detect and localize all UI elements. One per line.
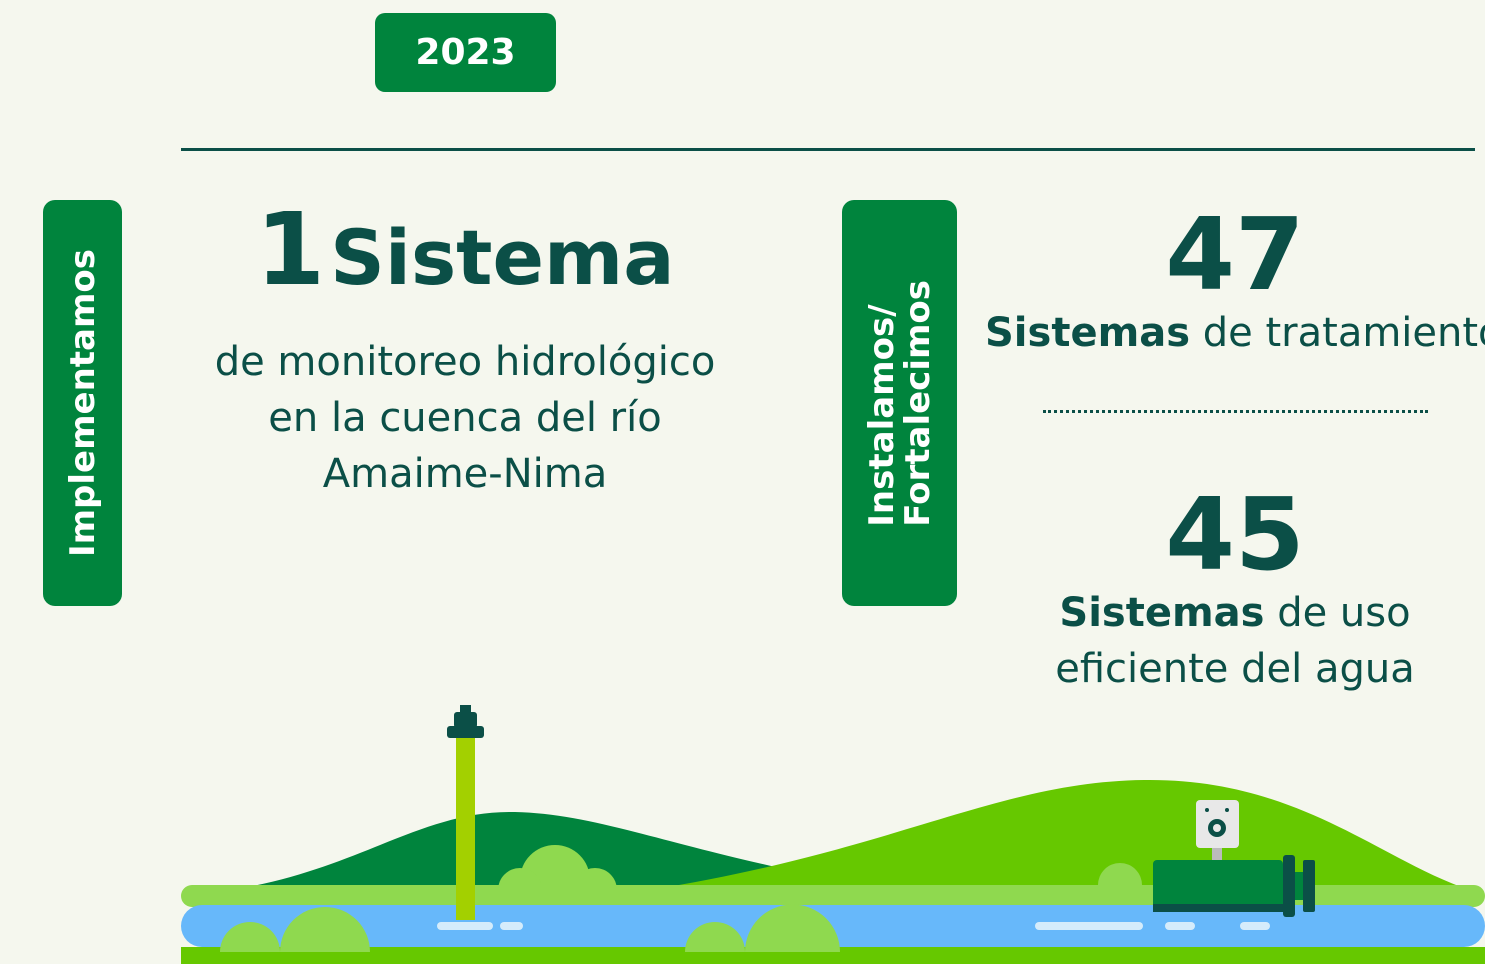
number: 1	[255, 191, 325, 308]
text-line: eficiente del agua	[985, 641, 1485, 697]
label-line: Fortalecimos	[900, 280, 936, 527]
number: 45	[985, 485, 1485, 585]
text-line: Amaime-Nima	[180, 446, 750, 502]
bold-text: Sistemas	[1059, 590, 1264, 636]
unit: Sistema	[330, 213, 674, 302]
text-line: en la cuenca del río	[180, 390, 750, 446]
bold-text: Sistemas	[985, 310, 1190, 356]
year-badge: 2023	[375, 13, 556, 92]
label-box: Instalamos/Fortalecimos	[842, 200, 957, 606]
landscape-illustration	[0, 690, 1485, 964]
text-line: Sistemas de tratamiento	[985, 305, 1485, 361]
page: {"year": "2023", "left": {"label": "Impl…	[0, 0, 1485, 964]
dotted-separator	[1043, 410, 1428, 413]
number: 47	[985, 205, 1485, 305]
text: de tratamiento	[1203, 310, 1485, 356]
text: de uso	[1277, 590, 1410, 636]
label: Instalamos/Fortalecimos	[864, 280, 936, 527]
label: Implementamos	[65, 249, 101, 557]
text-line: de monitoreo hidrológico	[180, 334, 750, 390]
divider	[181, 148, 1475, 151]
label-box: Implementamos	[43, 200, 122, 606]
text-line: Sistemas de uso	[985, 585, 1485, 641]
label-line: Instalamos/	[864, 280, 900, 527]
